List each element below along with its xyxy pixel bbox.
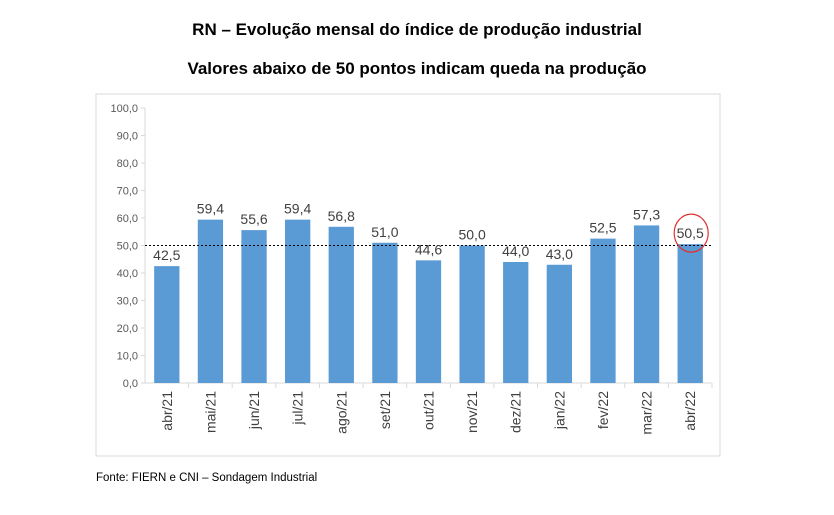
y-tick-label: 90,0 (117, 131, 138, 143)
x-tick-label: abr/22 (682, 391, 698, 431)
bar (459, 245, 485, 383)
y-tick-label: 20,0 (117, 323, 138, 335)
bar (633, 225, 660, 383)
data-label: 44,6 (415, 241, 442, 257)
y-tick-label: 50,0 (117, 241, 138, 253)
x-tick-label: nov/21 (464, 391, 480, 433)
x-tick-label: dez/21 (508, 391, 524, 433)
bar (415, 260, 442, 383)
y-axis: 0,0 10,0 20,0 30,0 40,0 50,0 60,0 70,0 80,0 90,0 1… (110, 103, 712, 390)
bar (503, 262, 529, 383)
y-tick-label: 100,0 (110, 103, 138, 115)
data-label: 52,5 (589, 220, 616, 236)
x-tick-label: jan/22 (551, 391, 567, 430)
bar (590, 238, 616, 383)
bar (285, 219, 311, 383)
highlight-group (673, 213, 709, 253)
x-tick-label: out/21 (421, 391, 437, 430)
x-tick-label: mai/21 (202, 391, 218, 433)
data-label: 57,3 (633, 206, 660, 222)
bar (546, 264, 572, 383)
x-tick-label: abr/21 (159, 391, 175, 431)
source-note: Fonte: FIERN e CNI – Sondagem Industrial (96, 472, 318, 484)
highlight-circle (673, 213, 709, 253)
data-label: 44,0 (502, 243, 529, 259)
data-label: 50,5 (677, 225, 704, 241)
data-label: 56,8 (328, 208, 355, 224)
x-axis-labels: abr/21 mai/21 jun/21 jul/21 ago/21 set/21 out/… (159, 383, 713, 435)
x-tick-label: jul/21 (290, 391, 306, 426)
value-labels: 42,5 59,4 55,6 59,4 56,8 51,0 44,6 50,0 44,0 43,0… (153, 201, 704, 263)
data-label: 59,4 (284, 201, 311, 217)
data-label: 50,0 (458, 227, 485, 243)
x-tick-label: jun/21 (246, 391, 262, 430)
bar (197, 219, 224, 383)
bar (328, 226, 354, 383)
x-tick-label: mar/22 (639, 391, 655, 435)
y-tick-label: 30,0 (117, 296, 138, 308)
y-tick-label: 70,0 (117, 186, 138, 198)
y-tick-label: 80,0 (117, 158, 138, 170)
y-tick-label: 40,0 (117, 268, 138, 280)
y-tick-label: 60,0 (117, 213, 138, 225)
bars (154, 219, 703, 383)
bar (241, 230, 267, 383)
chart-frame (95, 93, 721, 457)
x-tick-label: set/21 (377, 391, 393, 429)
bar (677, 244, 703, 383)
x-tick-label: fev/22 (595, 391, 611, 429)
bar (372, 242, 398, 383)
chart-subtitle: Valores abaixo de 50 pontos indicam qued… (187, 59, 647, 78)
y-tick-label: 10,0 (117, 351, 138, 363)
y-tick-label: 0,0 (123, 378, 138, 390)
x-tick-label: ago/21 (333, 391, 349, 434)
data-label: 59,4 (197, 201, 224, 217)
data-label: 51,0 (371, 224, 398, 240)
data-label: 42,5 (153, 247, 180, 263)
data-label: 43,0 (546, 246, 573, 262)
chart-title: RN – Evolução mensal do índice de produç… (192, 20, 642, 39)
bar (154, 266, 180, 383)
data-label: 55,6 (240, 211, 267, 227)
